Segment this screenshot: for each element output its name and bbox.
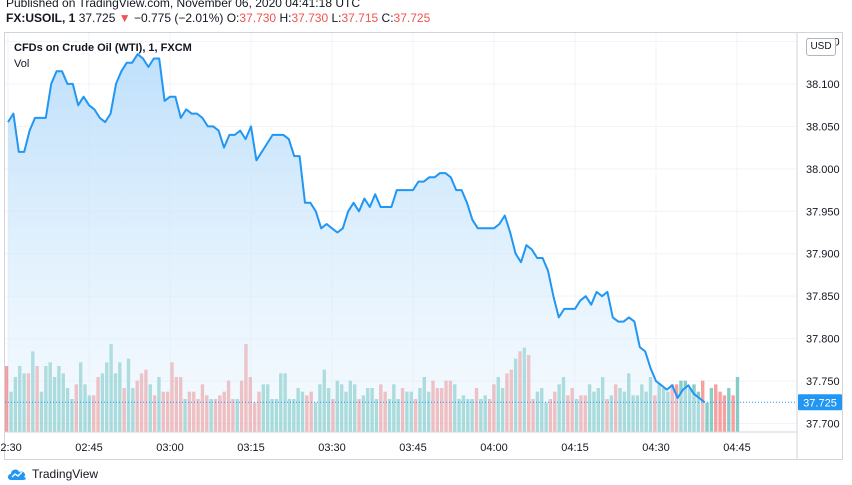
low-label: L:: [331, 11, 342, 25]
high-value: 37.730: [291, 11, 329, 25]
price-line: [7, 53, 706, 404]
time-tick-label: 03:15: [237, 442, 265, 454]
time-tick-label: 04:00: [480, 442, 508, 454]
close-value: 37.725: [393, 11, 431, 25]
price-tick-label: 38.100: [806, 79, 840, 91]
time-tick-label: 03:00: [156, 442, 184, 454]
volume-bar: [727, 388, 731, 432]
price-tick-label: 37.850: [806, 291, 840, 303]
open-value: 37.730: [239, 11, 277, 25]
footer-brand[interactable]: TradingView: [6, 467, 98, 481]
volume-bar: [718, 391, 722, 432]
price-tick-label: 37.950: [806, 206, 840, 218]
volume-bar: [722, 395, 727, 432]
change-value: −0.775 (−2.01%): [133, 11, 224, 25]
ohlc-bar: FX:USOIL, 1 37.725 ▼ −0.775 (−2.01%) O:3…: [6, 11, 430, 25]
price-tick-label: 38.000: [806, 164, 840, 176]
change-arrow-icon: ▼: [118, 11, 131, 25]
price-tick-label: 37.750: [806, 376, 840, 388]
close-label: C:: [381, 11, 394, 25]
time-tick-label: 04:45: [723, 442, 751, 454]
volume-bar: [5, 366, 9, 432]
low-value: 37.715: [341, 11, 379, 25]
volume-bar: [714, 384, 718, 432]
price-tick-label: 37.700: [806, 419, 840, 431]
tradingview-cloud-icon: [8, 469, 26, 480]
last-price: 37.725: [78, 11, 116, 25]
time-axis[interactable]: 02:30 02:45 03:00 03:15 03:30 03:45 04:00 04:15…: [0, 431, 797, 454]
price-axis[interactable]: 38.15038.10038.05038.00037.95037.90037.8…: [796, 33, 840, 459]
time-tick-label: 04:15: [561, 442, 589, 454]
time-tick-label: 04:30: [642, 442, 670, 454]
time-tick-label: 02:30: [0, 442, 22, 454]
chart-frame: [4, 32, 843, 460]
brand-name: TradingView: [32, 467, 99, 481]
time-tick-label: 03:30: [318, 442, 346, 454]
last-price-tag: 37.725: [798, 394, 842, 411]
volume-legend: Vol: [14, 58, 30, 70]
symbol-label: FX:USOIL, 1: [6, 11, 76, 25]
currency-button[interactable]: USD: [806, 38, 836, 56]
volume-bar: [705, 402, 709, 432]
last-price-tag-bg: [798, 394, 842, 411]
price-tick-label: 37.900: [806, 249, 840, 261]
price-tick-label: 38.050: [806, 121, 840, 133]
time-tick-label: 02:45: [75, 442, 103, 454]
price-tick-label: 37.800: [806, 334, 840, 346]
last-price-tag-label: 37.725: [803, 397, 837, 409]
time-tick-label: 03:45: [399, 442, 427, 454]
series-title: CFDs on Crude Oil (WTI), 1, FXCM: [14, 42, 192, 54]
volume-bar: [735, 377, 740, 432]
high-label: H:: [279, 11, 292, 25]
published-caption: Published on TradingView.com, November 0…: [6, 0, 360, 10]
open-label: O:: [226, 11, 240, 25]
volume-bar: [709, 388, 714, 432]
price-area: [8, 54, 705, 432]
volume-bar: [731, 395, 735, 432]
